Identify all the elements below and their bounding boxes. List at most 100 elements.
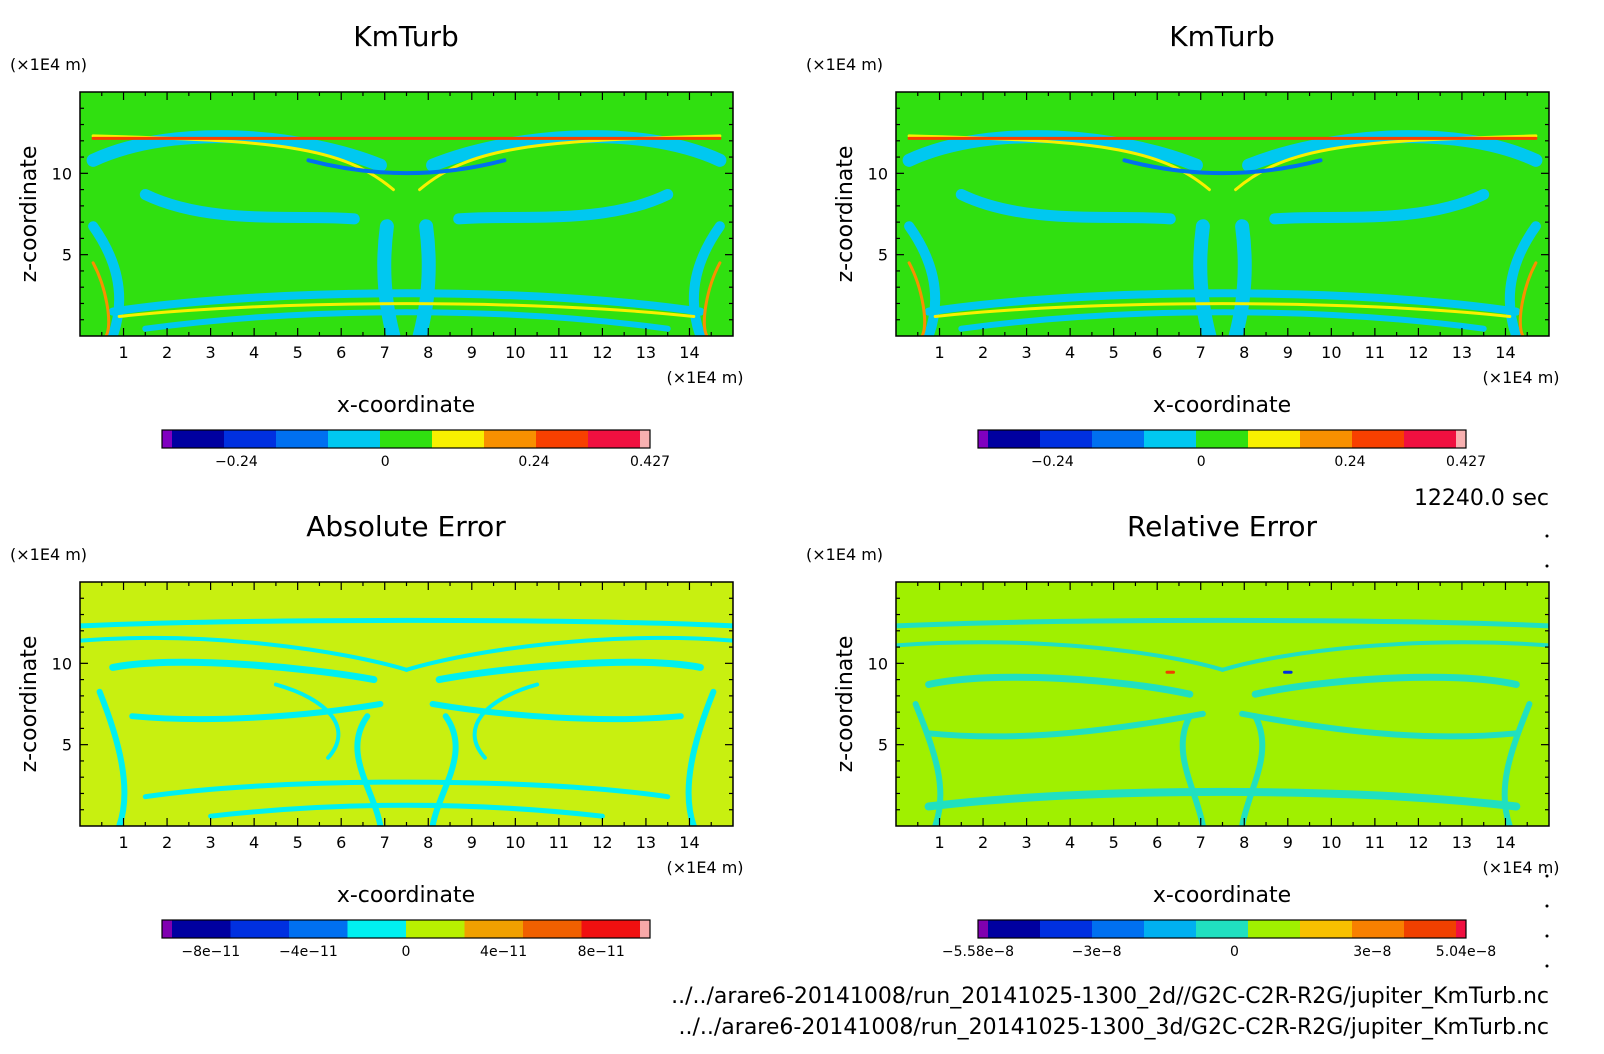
x-tick-label: 6 <box>1152 343 1162 362</box>
x-tick-label: 6 <box>336 833 346 852</box>
colorbar-swatch <box>1248 920 1300 938</box>
x-unit-label: (×1E4 m) <box>666 858 743 877</box>
panel-relative-error: Relative Error (×1E4 m) 1 2 3 4 5 6 7 8 9 10 11 12 1… <box>806 510 1560 960</box>
contour-band <box>429 713 459 826</box>
field-background <box>896 92 1549 336</box>
colorbar-tick-label: 0 <box>381 454 390 470</box>
colorbar-swatch <box>1352 920 1404 938</box>
colorbar-tick-label: 0 <box>402 944 411 960</box>
colorbar-tick-label: −4e−11 <box>279 944 338 960</box>
colorbar-tick-label: −5.58e−8 <box>942 944 1014 960</box>
colorbar-tick-label: 8e−11 <box>578 944 625 960</box>
x-tick-label: 12 <box>1408 833 1428 852</box>
y-tick-label: 10 <box>868 164 888 183</box>
contour-band <box>129 701 384 723</box>
x-tick-label: 3 <box>1022 343 1032 362</box>
x-tick-label: 7 <box>380 833 390 852</box>
colorbar-swatch <box>1456 430 1466 448</box>
contour-band <box>453 189 674 225</box>
contour-band <box>1504 221 1541 336</box>
x-tick-label: 5 <box>293 343 303 362</box>
x-tick-label: 2 <box>162 343 172 362</box>
contour-band <box>955 189 1176 225</box>
colorbar-frame <box>977 919 1467 939</box>
x-tick-label: 4 <box>249 343 259 362</box>
colorbar-tick-label: 0.427 <box>1446 454 1486 470</box>
x-tick-label: 1 <box>118 833 128 852</box>
y-tick-label: 5 <box>62 736 72 755</box>
contour-band <box>108 289 705 316</box>
contour-band <box>1122 158 1323 176</box>
contour-band <box>142 779 671 800</box>
colorbar-swatch <box>1144 430 1196 448</box>
colorbar-frame <box>161 429 651 449</box>
x-tick-label: 11 <box>549 343 569 362</box>
contour-band <box>925 673 1194 698</box>
file-path-3d: ../../arare6-20141008/run_20141025-1300_… <box>679 1015 1550 1040</box>
x-tick-label: 2 <box>162 833 172 852</box>
colorbar: −0.24 0 0.24 0.427 <box>977 429 1486 470</box>
x-tick-label: 14 <box>1495 343 1515 362</box>
contour-band <box>702 261 722 336</box>
contour-band <box>91 261 111 336</box>
time-label: 12240.0 sec <box>1414 486 1549 511</box>
colorbar-swatch <box>432 430 484 448</box>
field-background <box>80 92 733 336</box>
colorbar-swatch <box>640 920 650 938</box>
x-tick-label: 6 <box>336 343 346 362</box>
colorbar: −0.24 0 0.24 0.427 <box>161 429 670 470</box>
colorbar-swatch <box>162 430 172 448</box>
colorbar-swatch <box>172 430 224 448</box>
colorbar-swatch <box>1196 920 1248 938</box>
x-tick-label: 9 <box>1283 343 1293 362</box>
x-tick-label: 13 <box>636 343 656 362</box>
y-unit-label: (×1E4 m) <box>10 545 87 564</box>
x-tick-label: 12 <box>592 343 612 362</box>
x-tick-label: 1 <box>118 343 128 362</box>
chart-title: KmTurb <box>1169 20 1275 53</box>
y-axis-label: z-coordinate <box>17 146 42 283</box>
colorbar-swatch <box>588 430 640 448</box>
contour-band <box>109 658 378 684</box>
y-unit-label: (×1E4 m) <box>806 55 883 74</box>
contour-band <box>1269 189 1490 225</box>
x-tick-label: 8 <box>1239 343 1249 362</box>
contour-band <box>688 221 725 336</box>
contour-band <box>1239 713 1266 826</box>
y-tick-label: 5 <box>62 246 72 265</box>
colorbar-tick-label: 0 <box>1230 944 1239 960</box>
x-tick-label: 10 <box>505 343 525 362</box>
contour-band <box>429 701 684 723</box>
x-tick-label: 3 <box>1022 833 1032 852</box>
x-tick-label: 4 <box>1065 833 1075 852</box>
contour-field <box>80 582 733 826</box>
colorbar-tick-label: −0.24 <box>1031 454 1074 470</box>
colorbar-swatch <box>1404 920 1456 938</box>
contour-band <box>96 688 128 826</box>
x-tick-label: 10 <box>1321 833 1341 852</box>
contour-band <box>273 682 341 760</box>
colorbar-swatch <box>978 430 988 448</box>
x-tick-label: 11 <box>1365 833 1385 852</box>
colorbar-swatch <box>162 920 172 938</box>
contour-field <box>80 92 733 336</box>
chart-title: KmTurb <box>353 20 459 53</box>
contour-band <box>1179 713 1206 826</box>
x-tick-label: 2 <box>978 833 988 852</box>
contour-band <box>1239 710 1520 740</box>
chart-title: Absolute Error <box>306 510 506 543</box>
y-unit-label: (×1E4 m) <box>806 545 883 564</box>
x-tick-label: 3 <box>206 343 216 362</box>
colorbar-swatch <box>328 430 380 448</box>
x-tick-label: 1 <box>934 343 944 362</box>
x-tick-label: 14 <box>1495 833 1515 852</box>
x-tick-label: 5 <box>1109 833 1119 852</box>
y-unit-label: (×1E4 m) <box>10 55 87 74</box>
x-unit-label: (×1E4 m) <box>666 368 743 387</box>
colorbar-swatch <box>988 920 1040 938</box>
x-tick-label: 4 <box>249 833 259 852</box>
x-tick-label: 8 <box>1239 833 1249 852</box>
